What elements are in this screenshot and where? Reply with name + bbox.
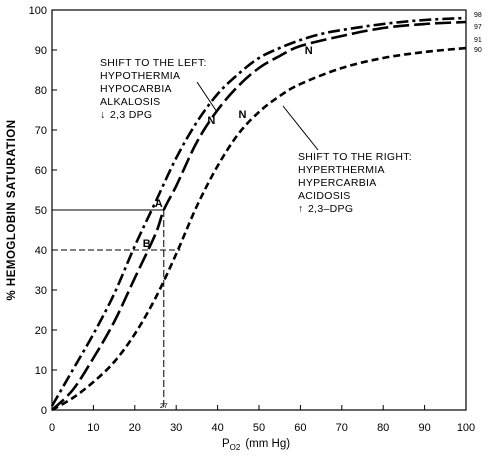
left-shift-title: SHIFT TO THE LEFT: <box>100 57 207 69</box>
x-tick-label: 0 <box>49 422 55 434</box>
point-b-label: B <box>143 238 151 250</box>
normal-curve-label: N <box>238 109 246 121</box>
curve-left <box>50 16 467 407</box>
y-axis-label: % HEMOGLOBIN SATURATION <box>6 119 18 300</box>
curve-end-label-normal: 97 <box>474 24 482 31</box>
y-tick-label: 20 <box>35 325 47 337</box>
y-tick-label: 70 <box>35 125 47 137</box>
right-shift-item: HYPERCARBIA <box>298 177 377 189</box>
x-tick-label: 40 <box>211 422 223 434</box>
left-shift-item: HYPOTHERMIA <box>100 70 180 82</box>
y-tick-label: 0 <box>41 405 47 417</box>
left-shift-arrow: ↓ <box>100 109 106 121</box>
y-axis-ticks: 0 10 20 30 40 50 60 70 80 90 100 <box>29 5 57 417</box>
x-tick-label: 70 <box>336 422 348 434</box>
x-tick-label: 50 <box>253 422 265 434</box>
normal-curve-labels: N N N <box>207 45 312 127</box>
curve-right <box>51 46 467 412</box>
p50-guide-lines: 27 <box>52 209 181 410</box>
right-shift-arrow: ↑ <box>298 203 304 215</box>
normal-curve-label: N <box>305 45 313 57</box>
y-tick-label: 50 <box>35 205 47 217</box>
right-shift-item: HYPERTHERMIA <box>298 164 385 176</box>
curve-end-labels: 98 97 91 90 <box>474 12 482 54</box>
y-tick-label: 40 <box>35 245 47 257</box>
y-axis-title: % HEMOGLOBIN SATURATION <box>6 119 18 300</box>
x-tick-label: 80 <box>377 422 389 434</box>
right-shift-title: SHIFT TO THE RIGHT: <box>298 151 412 163</box>
right-shift-item: ACIDOSIS <box>298 190 351 202</box>
y-tick-label: 10 <box>35 365 47 377</box>
left-shift-item: ALKALOSIS <box>100 96 160 108</box>
curve-end-label-left: 98 <box>474 12 482 19</box>
curve-end-label-right: 91 <box>474 37 482 44</box>
right-shift-item: 2,3–DPG <box>308 203 353 215</box>
x-tick-label: 100 <box>457 422 475 434</box>
normal-curve-label: N <box>207 115 215 127</box>
y-tick-label: 60 <box>35 165 47 177</box>
left-shift-annotation: SHIFT TO THE LEFT: HYPOTHERMIA HYPOCARBI… <box>100 57 218 121</box>
x-tick-label: 10 <box>87 422 99 434</box>
left-shift-pointer <box>196 81 218 113</box>
curves <box>50 16 467 412</box>
x-axis-label: PO2 (mm Hg) <box>222 438 290 452</box>
x-tick-label: 60 <box>294 422 306 434</box>
right-shift-annotation: SHIFT TO THE RIGHT: HYPERTHERMIA HYPERCA… <box>282 105 412 215</box>
curve-end-label-right: 90 <box>474 47 482 54</box>
left-shift-item: 2,3 DPG <box>110 109 152 121</box>
x-axis-ticks: 0 10 20 30 40 50 60 70 80 90 100 <box>49 405 475 434</box>
point-a-label: A <box>155 198 163 210</box>
p50-tick-label: 27 <box>160 403 168 410</box>
curve-normal <box>51 20 467 411</box>
point-labels: A B <box>143 198 163 250</box>
x-tick-label: 20 <box>129 422 141 434</box>
x-tick-label: 90 <box>418 422 430 434</box>
x-tick-label: 30 <box>170 422 182 434</box>
x-axis-title: PO2 (mm Hg) <box>222 438 290 452</box>
y-tick-label: 100 <box>29 5 47 17</box>
y-tick-label: 90 <box>35 45 47 57</box>
y-tick-label: 80 <box>35 85 47 97</box>
right-shift-pointer <box>282 105 319 151</box>
left-shift-item: HYPOCARBIA <box>100 83 172 95</box>
y-tick-label: 30 <box>35 285 47 297</box>
